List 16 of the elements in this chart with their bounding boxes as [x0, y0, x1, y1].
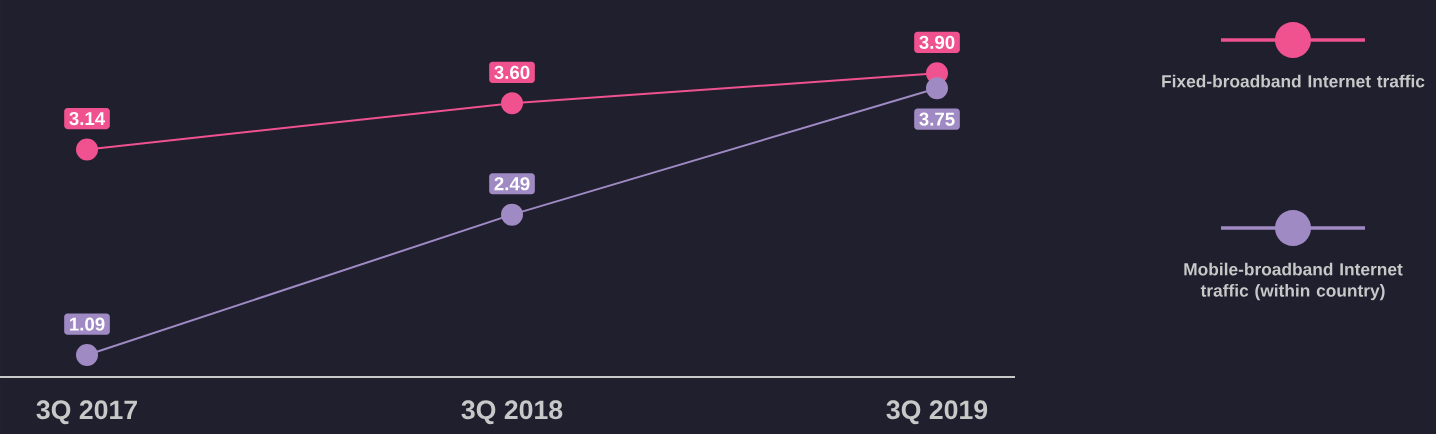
point: [76, 344, 99, 367]
legend-label: Mobile-broadband Internet traffic (within country): [1184, 262, 1403, 301]
data-label: 2.49: [494, 177, 530, 191]
data-label: 3.90: [919, 35, 955, 49]
legend-label: Fixed-broadband Internet traffic: [1162, 74, 1425, 88]
point: [501, 203, 524, 226]
point: [501, 92, 524, 115]
data-label: 3.14: [69, 111, 106, 126]
x-tick-label: 3Q 2018: [461, 400, 563, 425]
data-label: 1.09: [70, 317, 105, 331]
data-label: 3.60: [494, 65, 530, 80]
data-label: 3.75: [919, 112, 955, 126]
x-tick-label: 3Q 2017: [36, 400, 137, 425]
point: [76, 138, 99, 161]
x-tick-label: 3Q 2019: [886, 400, 988, 425]
point: [926, 77, 948, 100]
